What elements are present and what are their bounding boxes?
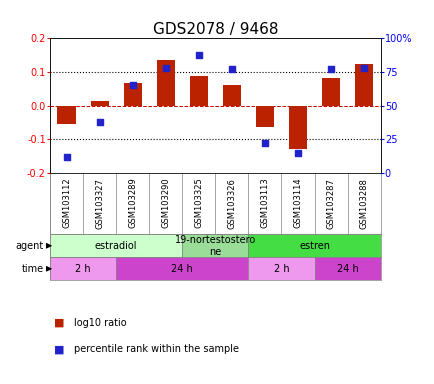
Text: percentile rank within the sample: percentile rank within the sample <box>74 344 238 354</box>
Text: time: time <box>21 264 43 274</box>
Bar <box>123 83 141 106</box>
Text: GSM103114: GSM103114 <box>293 178 302 228</box>
Text: GSM103112: GSM103112 <box>62 178 71 228</box>
Text: GSM103325: GSM103325 <box>194 178 203 228</box>
Point <box>360 65 367 71</box>
Point <box>63 154 70 160</box>
Bar <box>50 257 116 280</box>
Text: GSM103290: GSM103290 <box>161 178 170 228</box>
Text: ■: ■ <box>54 318 65 328</box>
Text: 2 h: 2 h <box>75 264 91 274</box>
Bar <box>222 85 240 106</box>
Text: GSM103113: GSM103113 <box>260 178 269 228</box>
Bar <box>90 101 108 106</box>
Text: 24 h: 24 h <box>171 264 193 274</box>
Title: GDS2078 / 9468: GDS2078 / 9468 <box>152 22 277 37</box>
Point <box>96 119 103 125</box>
Point <box>327 66 334 72</box>
Text: GSM103326: GSM103326 <box>227 178 236 228</box>
Text: 2 h: 2 h <box>273 264 289 274</box>
Bar <box>255 106 273 127</box>
Bar <box>288 106 306 149</box>
Text: ■: ■ <box>54 344 65 354</box>
Bar <box>321 78 339 106</box>
Bar <box>314 257 380 280</box>
Bar <box>182 234 248 257</box>
Point <box>294 149 301 156</box>
Text: GSM103327: GSM103327 <box>95 178 104 228</box>
Text: 24 h: 24 h <box>336 264 358 274</box>
Bar <box>354 64 372 106</box>
Text: agent: agent <box>15 241 43 251</box>
Point <box>228 66 235 72</box>
Text: 19-nortestostero
ne: 19-nortestostero ne <box>174 235 255 257</box>
Point <box>261 140 268 146</box>
Text: GSM103289: GSM103289 <box>128 178 137 228</box>
Text: estradiol: estradiol <box>95 241 137 251</box>
Bar <box>248 234 380 257</box>
Bar <box>50 234 182 257</box>
Bar <box>116 257 248 280</box>
Bar <box>189 76 207 106</box>
Text: estren: estren <box>298 241 329 251</box>
Text: GSM103288: GSM103288 <box>359 178 368 228</box>
Bar <box>57 106 76 124</box>
Bar <box>248 257 314 280</box>
Point <box>129 82 136 88</box>
Bar <box>156 60 174 106</box>
Point <box>195 51 202 58</box>
Point <box>162 65 169 71</box>
Text: log10 ratio: log10 ratio <box>74 318 126 328</box>
Text: GSM103287: GSM103287 <box>326 178 335 228</box>
